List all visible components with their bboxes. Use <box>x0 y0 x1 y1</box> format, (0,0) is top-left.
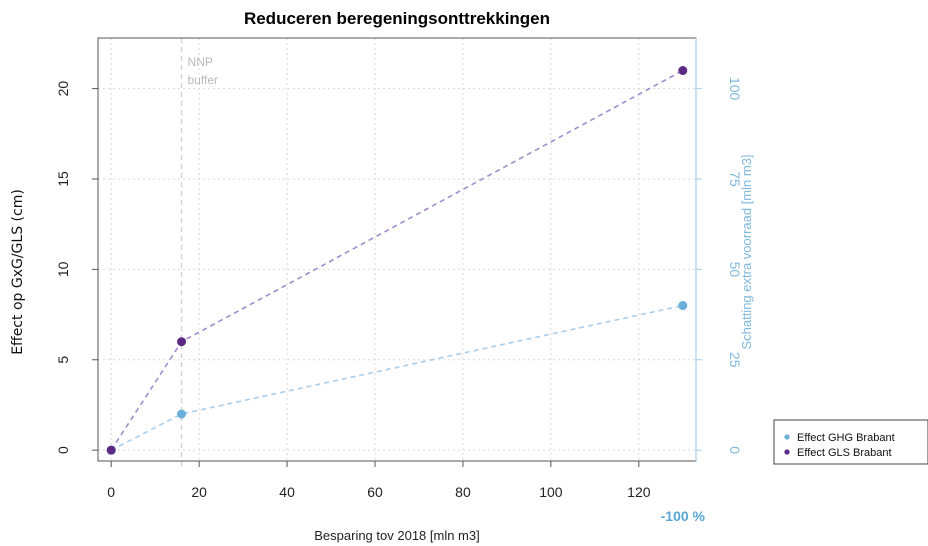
y-tick-label: 5 <box>55 356 71 364</box>
data-point-series-1 <box>177 410 186 419</box>
legend-label-gls: Effect GLS Brabant <box>797 447 892 459</box>
nnp-annotation-line-2: buffer <box>188 73 218 87</box>
y-axis-ticks: 0 5 10 15 20 <box>55 81 98 454</box>
y-tick-label: 10 <box>55 261 71 277</box>
x-tick-label: 80 <box>455 484 471 500</box>
percent-annotation: -100 % <box>661 508 706 524</box>
x-tick-label: 120 <box>627 484 651 500</box>
chart-title: Reduceren beregeningsonttrekkingen <box>244 9 550 28</box>
data-point-series-2 <box>177 337 186 346</box>
y-tick-label: 15 <box>55 171 71 187</box>
data-point-series-2 <box>678 66 687 75</box>
right-tick-label: 25 <box>727 352 743 368</box>
x-tick-label: 60 <box>367 484 383 500</box>
series-lines <box>111 71 683 451</box>
grid <box>98 38 696 461</box>
legend-marker-gls <box>784 449 789 454</box>
x-tick-label: 40 <box>279 484 295 500</box>
legend-label-ghg: Effect GHG Brabant <box>797 432 895 444</box>
data-points <box>107 66 688 455</box>
x-tick-label: 100 <box>539 484 563 500</box>
data-point-series-1 <box>678 301 687 310</box>
x-tick-label: 20 <box>191 484 207 500</box>
series-line-2 <box>111 71 683 451</box>
nnp-annotation-line-1: NNP <box>188 55 213 69</box>
right-tick-label: 100 <box>727 77 743 101</box>
x-tick-label: 0 <box>107 484 115 500</box>
data-point-series-2 <box>107 446 116 455</box>
plot-frame <box>98 38 696 461</box>
y-axis-label: Effect op GxG/GLS (cm) <box>10 189 26 355</box>
series-line-1 <box>111 306 683 451</box>
y-tick-label: 20 <box>55 81 71 97</box>
right-axis-label: Schatting extra voorraad [mln m3] <box>739 154 754 349</box>
right-tick-label: 0 <box>727 446 743 454</box>
legend: Effect GHG Brabant Effect GLS Brabant <box>774 420 928 464</box>
legend-marker-ghg <box>784 434 789 439</box>
y-tick-label: 0 <box>55 446 71 454</box>
x-axis-label: Besparing tov 2018 [mln m3] <box>314 528 479 543</box>
x-axis-ticks: 0 20 40 60 80 100 120 <box>107 461 650 500</box>
